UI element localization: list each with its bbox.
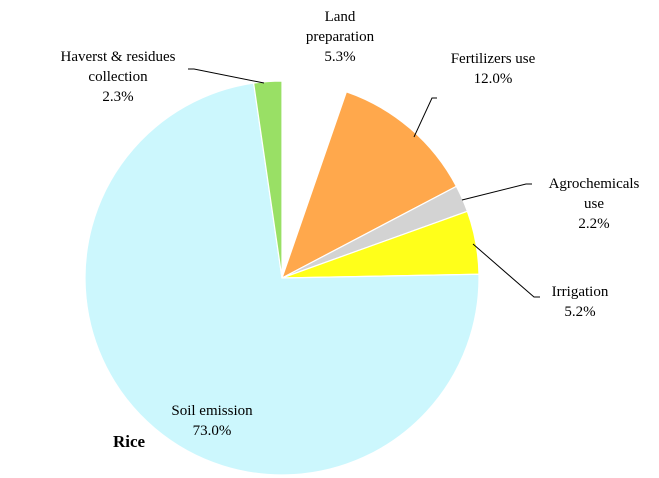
leader-line-fertilizers-use (413, 97, 437, 138)
pie-slice-haverst-and-residues-collection (252, 80, 283, 279)
slice-name-label-land-preparation: Land (325, 9, 356, 25)
leader-lines (188, 68, 540, 298)
slice-name-label-land-preparation: preparation (306, 29, 375, 45)
chart-title: Rice (113, 432, 146, 451)
slice-value-label-haverst-and-residues-collection: 2.3% (102, 89, 133, 105)
pie-slice-soil-emission (84, 82, 480, 476)
slice-value-label-agrochemicals-use: 2.2% (578, 216, 609, 232)
slice-value-label-fertilizers-use: 12.0% (474, 71, 513, 87)
pie-slice-fertilizers-use (280, 91, 458, 280)
slice-name-label-agrochemicals-use: Agrochemicals (549, 176, 640, 192)
slice-value-label-irrigation: 5.2% (564, 304, 595, 320)
slice-name-label-fertilizers-use: Fertilizers use (451, 51, 536, 67)
leader-line-agrochemicals-use (461, 183, 532, 201)
slice-name-label-haverst-and-residues-collection: collection (88, 69, 148, 85)
slice-name-label-irrigation: Irrigation (552, 284, 609, 300)
slice-name-label-agrochemicals-use: use (584, 196, 604, 212)
slice-name-label-soil-emission: Soil emission (171, 403, 253, 419)
slice-labels: Land preparation 5.3% Fertilizers use 12.0% A… (61, 9, 640, 439)
slice-value-label-soil-emission: 73.0% (193, 423, 232, 439)
slice-value-label-land-preparation: 5.3% (324, 49, 355, 65)
leader-line-haverst-and-residues-collection (188, 68, 265, 84)
pie-slices (84, 80, 480, 476)
leader-line-irrigation (472, 243, 540, 298)
slice-name-label-haverst-and-residues-collection: Haverst & residues (61, 49, 176, 65)
